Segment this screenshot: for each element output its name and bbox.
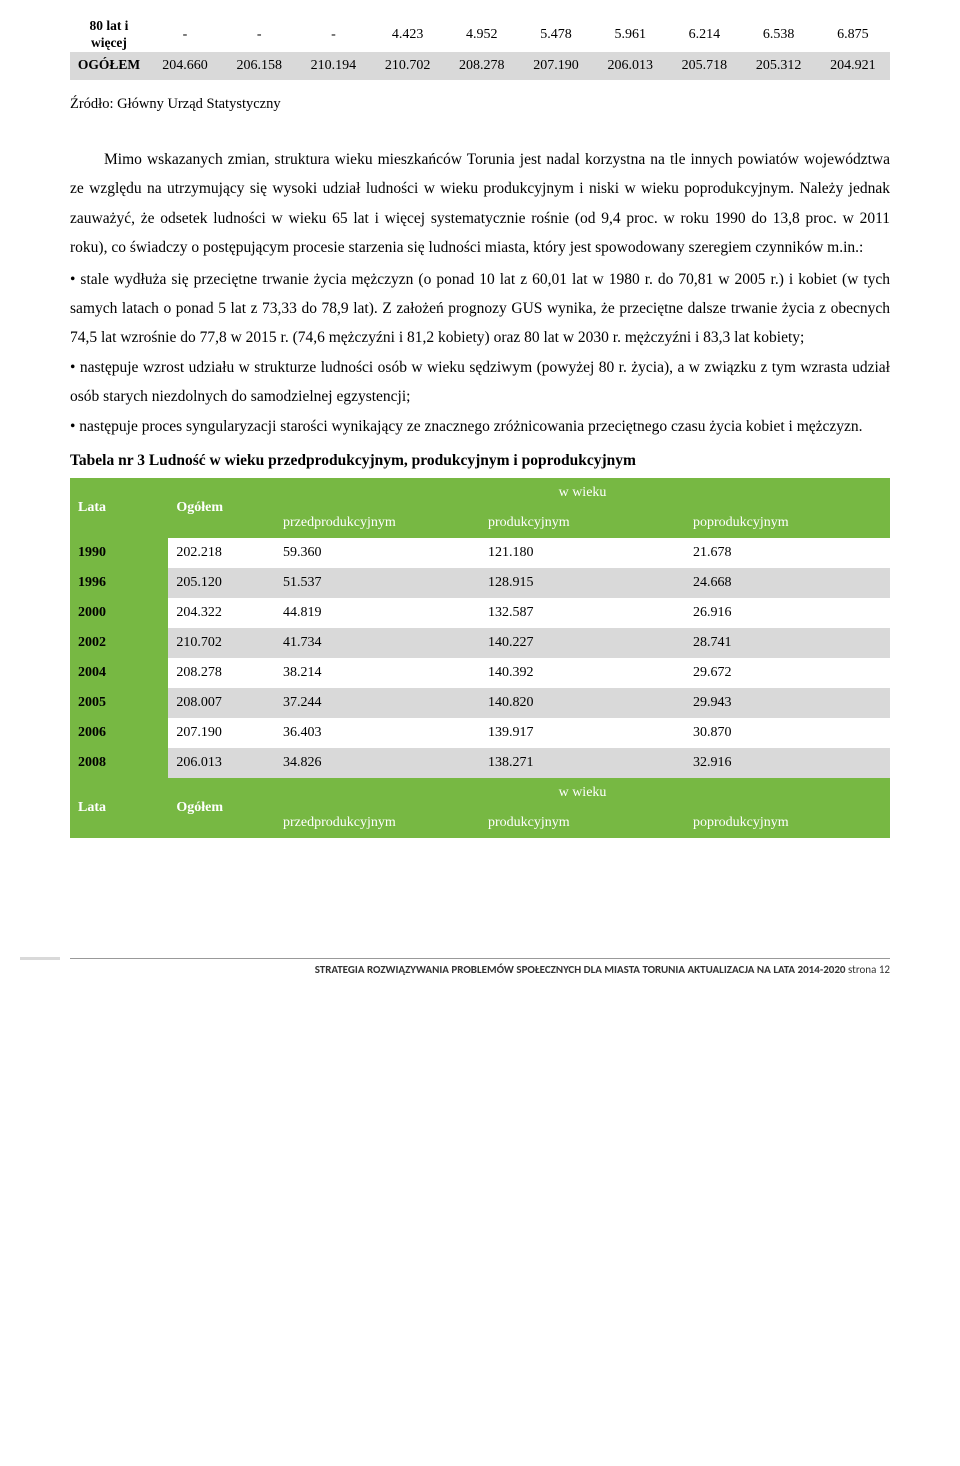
- table-cell: 210.702: [371, 52, 445, 80]
- bullet-1: • stale wydłuża się przeciętne trwanie ż…: [70, 265, 890, 353]
- table-cell: 29.672: [685, 658, 890, 688]
- table-cell: 34.826: [275, 748, 480, 778]
- table-cell: 202.218: [168, 538, 275, 568]
- table-cell: 44.819: [275, 598, 480, 628]
- table-cell: 204.921: [816, 52, 890, 80]
- table-cell: 41.734: [275, 628, 480, 658]
- source-text: Źródło: Główny Urząd Statystyczny: [70, 96, 890, 113]
- table-cell: 140.227: [480, 628, 685, 658]
- footer-header-ogolem: Ogółem: [176, 800, 223, 815]
- page-footer: STRATEGIA ROZWIĄZYWANIA PROBLEMÓW SPOŁEC…: [70, 958, 890, 1006]
- table-cell: 207.190: [168, 718, 275, 748]
- header-col2: produkcyjnym: [480, 508, 685, 538]
- table-cell: 204.322: [168, 598, 275, 628]
- header-col1: przedprodukcyjnym: [275, 508, 480, 538]
- table-cell: 210.702: [168, 628, 275, 658]
- table-cell: 37.244: [275, 688, 480, 718]
- table-row-year: 2005: [70, 688, 168, 718]
- table-cell: 205.312: [742, 52, 816, 80]
- footer-header-col3: poprodukcyjnym: [685, 808, 890, 838]
- table-row-year: 2004: [70, 658, 168, 688]
- table-row-year: 2008: [70, 748, 168, 778]
- footer-header-wwieku: w wieku: [275, 778, 890, 808]
- header-ogolem: Ogółem: [176, 500, 223, 515]
- header-wwieku: w wieku: [275, 478, 890, 508]
- table-cell: 29.943: [685, 688, 890, 718]
- table-cell: 208.278: [168, 658, 275, 688]
- table-cell: 36.403: [275, 718, 480, 748]
- table-row-label: 80 lat iwięcej: [70, 18, 148, 52]
- footer-header-lata: Lata: [78, 800, 106, 815]
- footer-header-col1: przedprodukcyjnym: [275, 808, 480, 838]
- footer-plain: strona 12: [848, 963, 890, 976]
- table-cell: -: [222, 18, 296, 52]
- paragraph-1: Mimo wskazanych zmian, struktura wieku m…: [70, 145, 890, 263]
- table-cell: 24.668: [685, 568, 890, 598]
- table-cell: 128.915: [480, 568, 685, 598]
- table-cell: 121.180: [480, 538, 685, 568]
- bullet-2: • następuje wzrost udziału w strukturze …: [70, 353, 890, 412]
- table-cell: 21.678: [685, 538, 890, 568]
- table-cell: 32.916: [685, 748, 890, 778]
- table-cell: 206.013: [593, 52, 667, 80]
- table-cell: 139.917: [480, 718, 685, 748]
- table-cell: 206.013: [168, 748, 275, 778]
- table-cell: 208.278: [445, 52, 519, 80]
- table-cell: 207.190: [519, 52, 593, 80]
- table-cell: 204.660: [148, 52, 222, 80]
- table-cell: 51.537: [275, 568, 480, 598]
- table-cell: 132.587: [480, 598, 685, 628]
- header-lata: Lata: [78, 500, 106, 515]
- table-cell: 138.271: [480, 748, 685, 778]
- footer-header-col2: produkcyjnym: [480, 808, 685, 838]
- table-cell: 206.158: [222, 52, 296, 80]
- table-cell: 4.423: [371, 18, 445, 52]
- table-top: 80 lat iwięcej---4.4234.9525.4785.9616.2…: [70, 18, 890, 80]
- table-cell: 5.478: [519, 18, 593, 52]
- table2-title: Tabela nr 3 Ludność w wieku przedprodukc…: [70, 449, 890, 472]
- bullet-3: • następuje proces syngularyzacji staroś…: [70, 412, 890, 441]
- table-cell: 140.392: [480, 658, 685, 688]
- table-cell: 205.718: [667, 52, 741, 80]
- table-cell: 4.952: [445, 18, 519, 52]
- table-cell: 28.741: [685, 628, 890, 658]
- table-cell: 210.194: [296, 52, 370, 80]
- table-cell: 5.961: [593, 18, 667, 52]
- table-cell: 205.120: [168, 568, 275, 598]
- table-cell: 6.875: [816, 18, 890, 52]
- table-cell: 6.214: [667, 18, 741, 52]
- table-population: Lata Ogółem w wieku przedprodukcyjnym pr…: [70, 478, 890, 838]
- header-col3: poprodukcyjnym: [685, 508, 890, 538]
- footer-bold: STRATEGIA ROZWIĄZYWANIA PROBLEMÓW SPOŁEC…: [315, 963, 848, 976]
- table-row-label: OGÓŁEM: [70, 52, 148, 80]
- table-row-year: 2000: [70, 598, 168, 628]
- table-cell: 26.916: [685, 598, 890, 628]
- table-row-year: 2006: [70, 718, 168, 748]
- table-cell: 59.360: [275, 538, 480, 568]
- table-cell: -: [296, 18, 370, 52]
- table-row-year: 2002: [70, 628, 168, 658]
- table-cell: 208.007: [168, 688, 275, 718]
- table-row-year: 1996: [70, 568, 168, 598]
- table-row-year: 1990: [70, 538, 168, 568]
- table-cell: 6.538: [742, 18, 816, 52]
- table-cell: -: [148, 18, 222, 52]
- table-cell: 38.214: [275, 658, 480, 688]
- table-cell: 140.820: [480, 688, 685, 718]
- table-cell: 30.870: [685, 718, 890, 748]
